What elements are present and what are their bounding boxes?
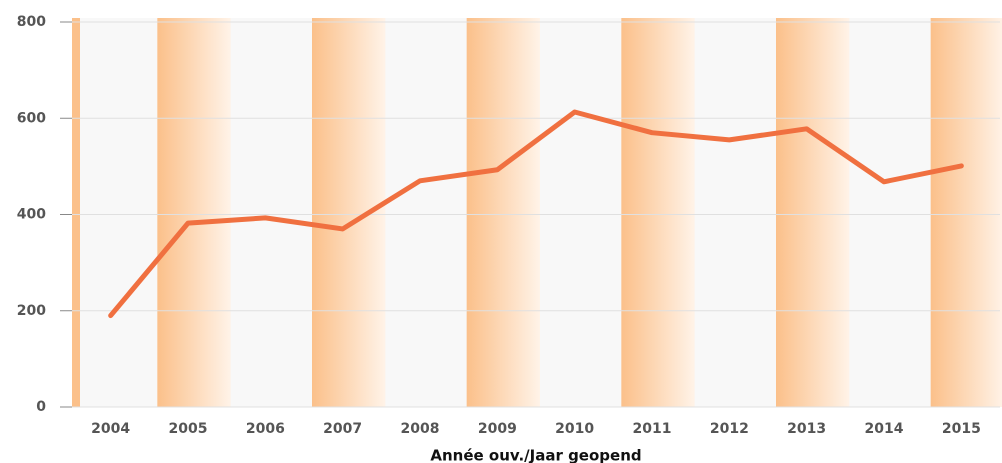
y-tick-label: 200 bbox=[17, 303, 46, 319]
stripe bbox=[776, 18, 850, 407]
stripe bbox=[466, 18, 540, 407]
x-tick-label: 2004 bbox=[91, 421, 130, 437]
x-tick-label: 2015 bbox=[942, 421, 981, 437]
x-tick-label: 2005 bbox=[169, 421, 208, 437]
stripe bbox=[930, 18, 1002, 407]
y-tick-label: 600 bbox=[17, 110, 46, 126]
plot-edge bbox=[72, 18, 80, 407]
x-tick-label: 2009 bbox=[478, 421, 517, 437]
y-tick-label: 0 bbox=[36, 399, 46, 415]
data-line bbox=[108, 109, 964, 319]
stripe bbox=[621, 18, 695, 407]
y-tick-label: 400 bbox=[17, 207, 46, 223]
x-tick-label: 2007 bbox=[323, 421, 362, 437]
stripe bbox=[157, 18, 231, 407]
x-tick-label: 2008 bbox=[401, 421, 440, 437]
x-tick-label: 2010 bbox=[555, 421, 594, 437]
x-tick-label: 2011 bbox=[633, 421, 672, 437]
x-tick-label: 2014 bbox=[865, 421, 904, 437]
x-tick-label: 2012 bbox=[710, 421, 749, 437]
x-tick-label: 2006 bbox=[246, 421, 285, 437]
x-tick-label: 2013 bbox=[787, 421, 826, 437]
stripe bbox=[312, 18, 386, 407]
x-axis-title: Année ouv./Jaar geopend bbox=[430, 447, 641, 463]
y-tick-label: 800 bbox=[17, 14, 46, 30]
